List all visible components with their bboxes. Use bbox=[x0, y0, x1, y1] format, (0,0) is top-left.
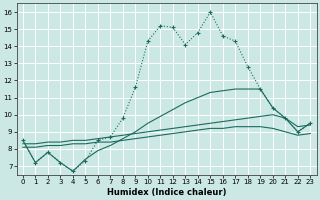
X-axis label: Humidex (Indice chaleur): Humidex (Indice chaleur) bbox=[107, 188, 226, 197]
